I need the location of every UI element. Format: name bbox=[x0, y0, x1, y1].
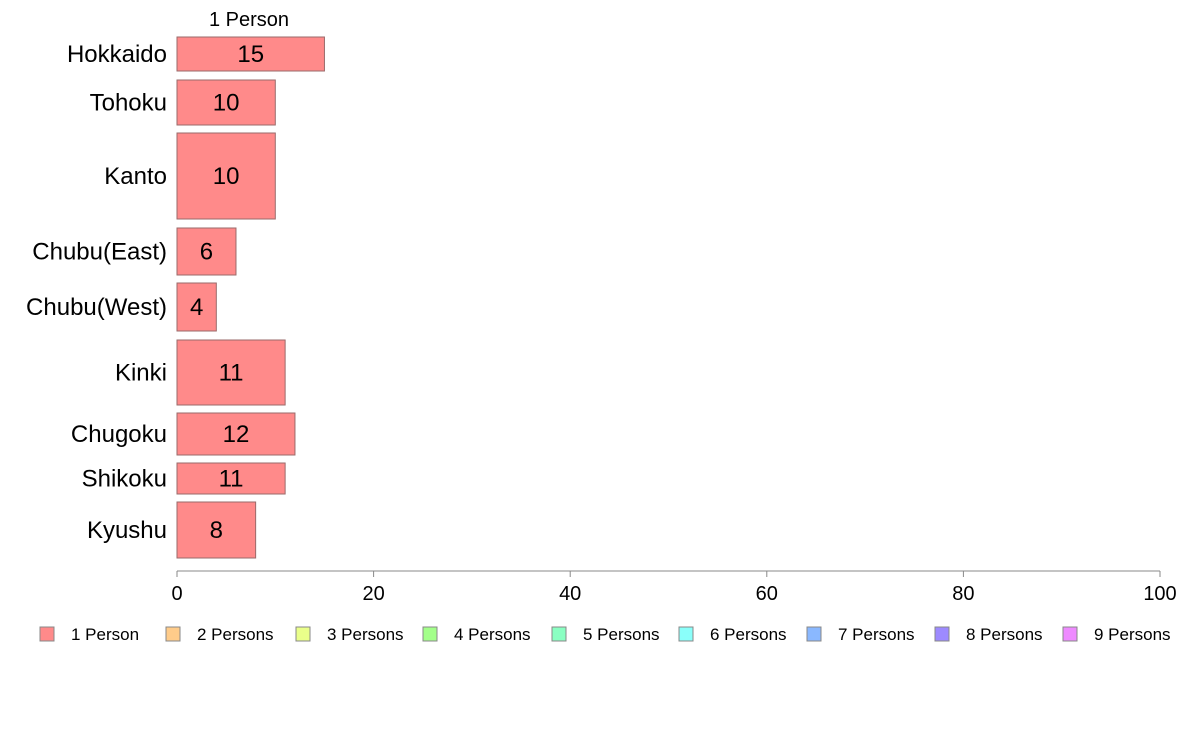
legend-swatch bbox=[165, 626, 181, 642]
x-tick-label: 20 bbox=[362, 583, 384, 605]
bars-layer: Hokkaido 15 Tohoku 10 Kanto 10 Chubu(East) 6 Chu… bbox=[26, 36, 325, 559]
category-label: Chubu(East) bbox=[32, 239, 167, 266]
category-label: Tohoku bbox=[90, 90, 167, 117]
data-label: 15 bbox=[237, 41, 264, 68]
category-label: Hokkaido bbox=[67, 41, 167, 68]
legend-swatch bbox=[39, 626, 55, 642]
legend-swatch bbox=[806, 626, 822, 642]
bar bbox=[176, 132, 276, 220]
bar bbox=[176, 462, 286, 495]
bar bbox=[176, 282, 217, 332]
data-label: 10 bbox=[213, 163, 240, 190]
legend: 1 Person 2 Persons 3 Persons 4 Persons 5 Per… bbox=[39, 625, 1171, 644]
bar bbox=[176, 412, 296, 456]
bar bbox=[176, 501, 257, 559]
legend-label: 1 Person bbox=[71, 625, 139, 644]
legend-swatch bbox=[678, 626, 694, 642]
x-tick-label: 100 bbox=[1143, 583, 1176, 605]
legend-swatch bbox=[1062, 626, 1078, 642]
legend-label: 5 Persons bbox=[583, 625, 660, 644]
x-tick-label: 0 bbox=[171, 583, 182, 605]
data-label: 11 bbox=[219, 466, 244, 493]
x-tick-label: 60 bbox=[756, 583, 778, 605]
data-label: 12 bbox=[223, 421, 250, 448]
legend-label: 3 Persons bbox=[327, 625, 404, 644]
series-header: 1 Person bbox=[209, 9, 289, 31]
data-label: 10 bbox=[213, 90, 240, 117]
data-label: 8 bbox=[210, 517, 223, 544]
bar bbox=[176, 339, 286, 406]
legend-swatch bbox=[422, 626, 438, 642]
legend-label: 6 Persons bbox=[710, 625, 787, 644]
bar bbox=[176, 227, 237, 276]
category-label: Kanto bbox=[104, 163, 167, 190]
legend-label: 8 Persons bbox=[966, 625, 1043, 644]
legend-swatch bbox=[934, 626, 950, 642]
data-label: 6 bbox=[200, 239, 213, 266]
category-label: Kyushu bbox=[87, 517, 167, 544]
data-label: 11 bbox=[219, 360, 244, 387]
category-label: Chugoku bbox=[71, 421, 167, 448]
data-label: 4 bbox=[190, 294, 203, 321]
category-label: Shikoku bbox=[82, 466, 167, 493]
x-tick-label: 40 bbox=[559, 583, 581, 605]
bar bbox=[176, 36, 325, 72]
x-axis: 0 20 40 60 80 100 bbox=[171, 570, 1177, 605]
legend-swatch bbox=[551, 626, 567, 642]
category-label: Chubu(West) bbox=[26, 294, 167, 321]
bar bbox=[176, 79, 276, 126]
legend-swatch bbox=[295, 626, 311, 642]
legend-label: 7 Persons bbox=[838, 625, 915, 644]
x-tick-label: 80 bbox=[952, 583, 974, 605]
legend-label: 2 Persons bbox=[197, 625, 274, 644]
legend-label: 9 Persons bbox=[1094, 625, 1171, 644]
legend-label: 4 Persons bbox=[454, 625, 531, 644]
category-label: Kinki bbox=[115, 360, 167, 387]
